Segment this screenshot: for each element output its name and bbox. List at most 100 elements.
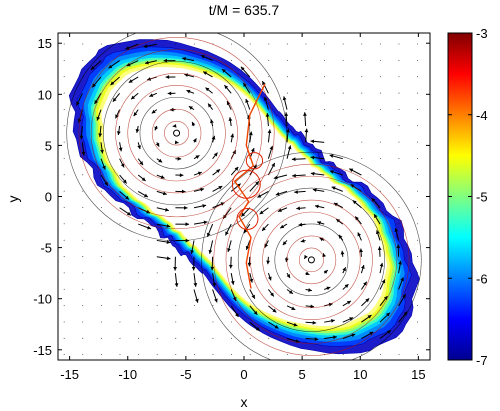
- vector-arrow: [396, 244, 401, 257]
- star-center: [173, 129, 181, 137]
- colorbar-tick-label: -5: [476, 190, 488, 205]
- vector-arrow: [360, 264, 365, 274]
- vector-arrow: [175, 173, 184, 178]
- star-center: [307, 256, 315, 264]
- star-orbit-contour: [213, 163, 410, 356]
- vector-arrow: [245, 240, 251, 251]
- disk-contour-band: [101, 67, 388, 327]
- vector-arrow: [342, 267, 347, 274]
- stream-eddy-contour: [245, 152, 264, 170]
- vector-arrow: [163, 58, 176, 63]
- vector-arrow: [305, 320, 317, 325]
- vector-arrow: [230, 273, 235, 285]
- vector-arrow: [361, 314, 372, 323]
- vector-arrow: [210, 256, 215, 271]
- star-orbit-contour: [115, 73, 238, 194]
- vector-arrow: [361, 331, 374, 339]
- vector-arrow: [268, 305, 277, 313]
- vector-arrow: [207, 103, 214, 110]
- vector-arrow: [137, 142, 141, 150]
- vector-arrow: [126, 60, 139, 67]
- x-axis: -15 -10 -5 0 5 10 15: [60, 33, 426, 382]
- vector-arrow: [312, 188, 325, 192]
- vector-arrow: [137, 158, 144, 166]
- vector-arrow: [240, 207, 251, 217]
- vector-arrow: [361, 298, 370, 307]
- vector-arrow: [359, 248, 363, 257]
- vector-arrow: [193, 273, 198, 287]
- vector-arrow: [94, 93, 102, 105]
- vector-arrow: [242, 82, 251, 94]
- star-orbit-contour: [237, 187, 385, 332]
- vector-arrow: [292, 173, 306, 178]
- vector-arrow: [156, 223, 171, 228]
- vector-arrow: [314, 204, 325, 209]
- vector-arrow: [264, 240, 269, 248]
- vector-arrow: [305, 271, 310, 276]
- vector-arrow: [128, 76, 139, 84]
- plot-area: -15 -10 -5 0 5 10 15 -15 -10 -5 0 5 10 15: [33, 32, 431, 382]
- vector-arrow: [119, 207, 132, 216]
- vector-arrow: [212, 273, 217, 287]
- vector-arrow: [206, 223, 214, 237]
- vector-arrow: [228, 256, 233, 269]
- star-orbit-contour: [90, 49, 263, 218]
- star-orbit-contour: [201, 151, 422, 360]
- x-tick-label: -15: [60, 367, 79, 382]
- vector-arrow: [310, 139, 325, 144]
- vector-arrow: [191, 121, 196, 127]
- vector-arrow: [286, 289, 294, 295]
- vector-arrow: [224, 84, 232, 94]
- colorbar: -7 -6 -5 -4 -3: [447, 26, 488, 368]
- vector-arrow: [379, 329, 392, 339]
- vector-arrow: [338, 234, 344, 241]
- vector-arrow: [286, 145, 292, 159]
- vector-arrow: [193, 204, 207, 209]
- vector-arrow: [112, 92, 121, 103]
- vector-arrow: [291, 157, 306, 162]
- vector-arrow: [329, 170, 343, 176]
- chart-title: t/M = 635.7: [209, 2, 280, 18]
- vector-arrow: [212, 169, 221, 176]
- vector-arrow: [91, 76, 102, 88]
- vector-arrow: [275, 190, 288, 196]
- vector-arrow: [156, 207, 169, 212]
- colorbar-ticks: -7 -6 -5 -4 -3: [448, 26, 488, 368]
- vector-arrow: [296, 206, 306, 211]
- vector-arrow: [138, 223, 152, 230]
- vector-arrow: [79, 125, 84, 140]
- y-tick-label: -5: [40, 241, 52, 256]
- vector-arrow: [398, 260, 403, 274]
- vector-arrow: [279, 223, 288, 229]
- x-axis-label: x: [241, 394, 248, 410]
- vector-arrow: [98, 125, 103, 138]
- colorbar-tick-label: -3: [476, 26, 488, 41]
- vector-arrow: [228, 117, 233, 127]
- vector-arrow: [310, 155, 325, 160]
- vector-arrow: [90, 60, 102, 71]
- vector-arrow: [261, 80, 269, 94]
- vector-arrow: [286, 128, 290, 143]
- vector-arrow: [304, 128, 309, 143]
- vector-arrow: [263, 96, 269, 110]
- vector-arrow: [108, 60, 120, 69]
- vector-arrow: [174, 140, 179, 145]
- vector-arrow: [212, 185, 223, 192]
- vector-arrow: [227, 240, 232, 253]
- x-tick-label: -10: [118, 367, 137, 382]
- vector-arrow: [155, 142, 160, 147]
- vector-arrow: [156, 256, 171, 261]
- vector-arrow: [377, 246, 382, 257]
- vector-arrow: [144, 60, 157, 65]
- vector-arrow: [119, 174, 128, 184]
- x-tick-label: 10: [353, 367, 367, 382]
- vector-arrow: [249, 321, 261, 332]
- star-orbit-contour: [66, 33, 287, 242]
- vector-arrow: [259, 207, 269, 215]
- vector-arrow: [174, 273, 179, 287]
- vector-arrow: [394, 227, 400, 241]
- vector-arrow: [324, 335, 337, 340]
- vector-arrow: [188, 105, 195, 111]
- vector-arrow: [76, 93, 83, 106]
- x-tick-label: -5: [180, 367, 192, 382]
